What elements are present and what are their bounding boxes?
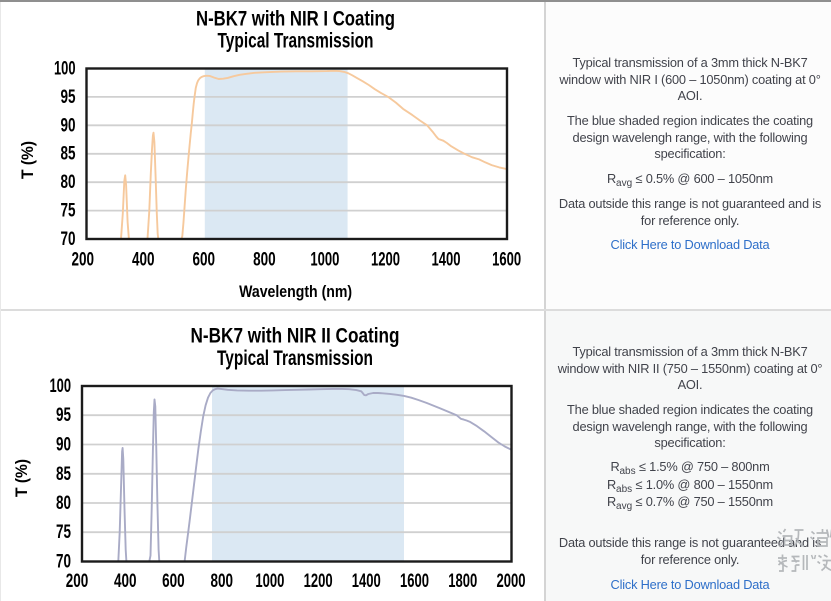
svg-text:85: 85 xyxy=(56,464,71,485)
svg-text:95: 95 xyxy=(61,87,76,108)
svg-text:90: 90 xyxy=(61,115,76,136)
svg-text:75: 75 xyxy=(56,522,71,543)
svg-text:Wavelength (nm): Wavelength (nm) xyxy=(239,282,352,301)
svg-text:400: 400 xyxy=(114,571,137,592)
svg-text:600: 600 xyxy=(162,571,185,592)
svg-text:1000: 1000 xyxy=(255,571,284,592)
svg-text:800: 800 xyxy=(253,249,276,270)
svg-text:2000: 2000 xyxy=(497,571,526,592)
svg-text:85: 85 xyxy=(61,144,76,165)
svg-text:75: 75 xyxy=(61,200,76,221)
svg-text:100: 100 xyxy=(54,59,76,80)
svg-text:T (%): T (%) xyxy=(12,459,31,497)
svg-text:1600: 1600 xyxy=(400,571,429,592)
svg-text:200: 200 xyxy=(72,249,95,270)
svg-text:1200: 1200 xyxy=(371,249,400,270)
svg-text:N-BK7 with NIR I Coating: N-BK7 with NIR I Coating xyxy=(196,6,395,30)
svg-text:600: 600 xyxy=(193,249,216,270)
svg-text:N-BK7 with NIR II Coating: N-BK7 with NIR II Coating xyxy=(191,324,400,348)
svg-text:1200: 1200 xyxy=(304,571,333,592)
svg-text:1600: 1600 xyxy=(492,249,521,270)
svg-text:100: 100 xyxy=(50,376,72,397)
svg-text:Typical Transmission: Typical Transmission xyxy=(217,346,373,370)
svg-text:400: 400 xyxy=(132,249,155,270)
svg-text:1800: 1800 xyxy=(448,571,477,592)
svg-text:1000: 1000 xyxy=(310,249,339,270)
svg-text:95: 95 xyxy=(56,405,71,426)
svg-text:T (%): T (%) xyxy=(18,141,37,179)
svg-text:Typical Transmission: Typical Transmission xyxy=(218,29,374,53)
svg-text:800: 800 xyxy=(210,571,233,592)
svg-text:200: 200 xyxy=(66,571,89,592)
svg-text:80: 80 xyxy=(56,493,71,514)
svg-text:70: 70 xyxy=(61,229,76,250)
svg-text:80: 80 xyxy=(61,172,76,193)
svg-text:70: 70 xyxy=(56,552,71,573)
svg-text:1400: 1400 xyxy=(352,571,381,592)
svg-text:1400: 1400 xyxy=(432,249,461,270)
svg-text:90: 90 xyxy=(56,435,71,456)
